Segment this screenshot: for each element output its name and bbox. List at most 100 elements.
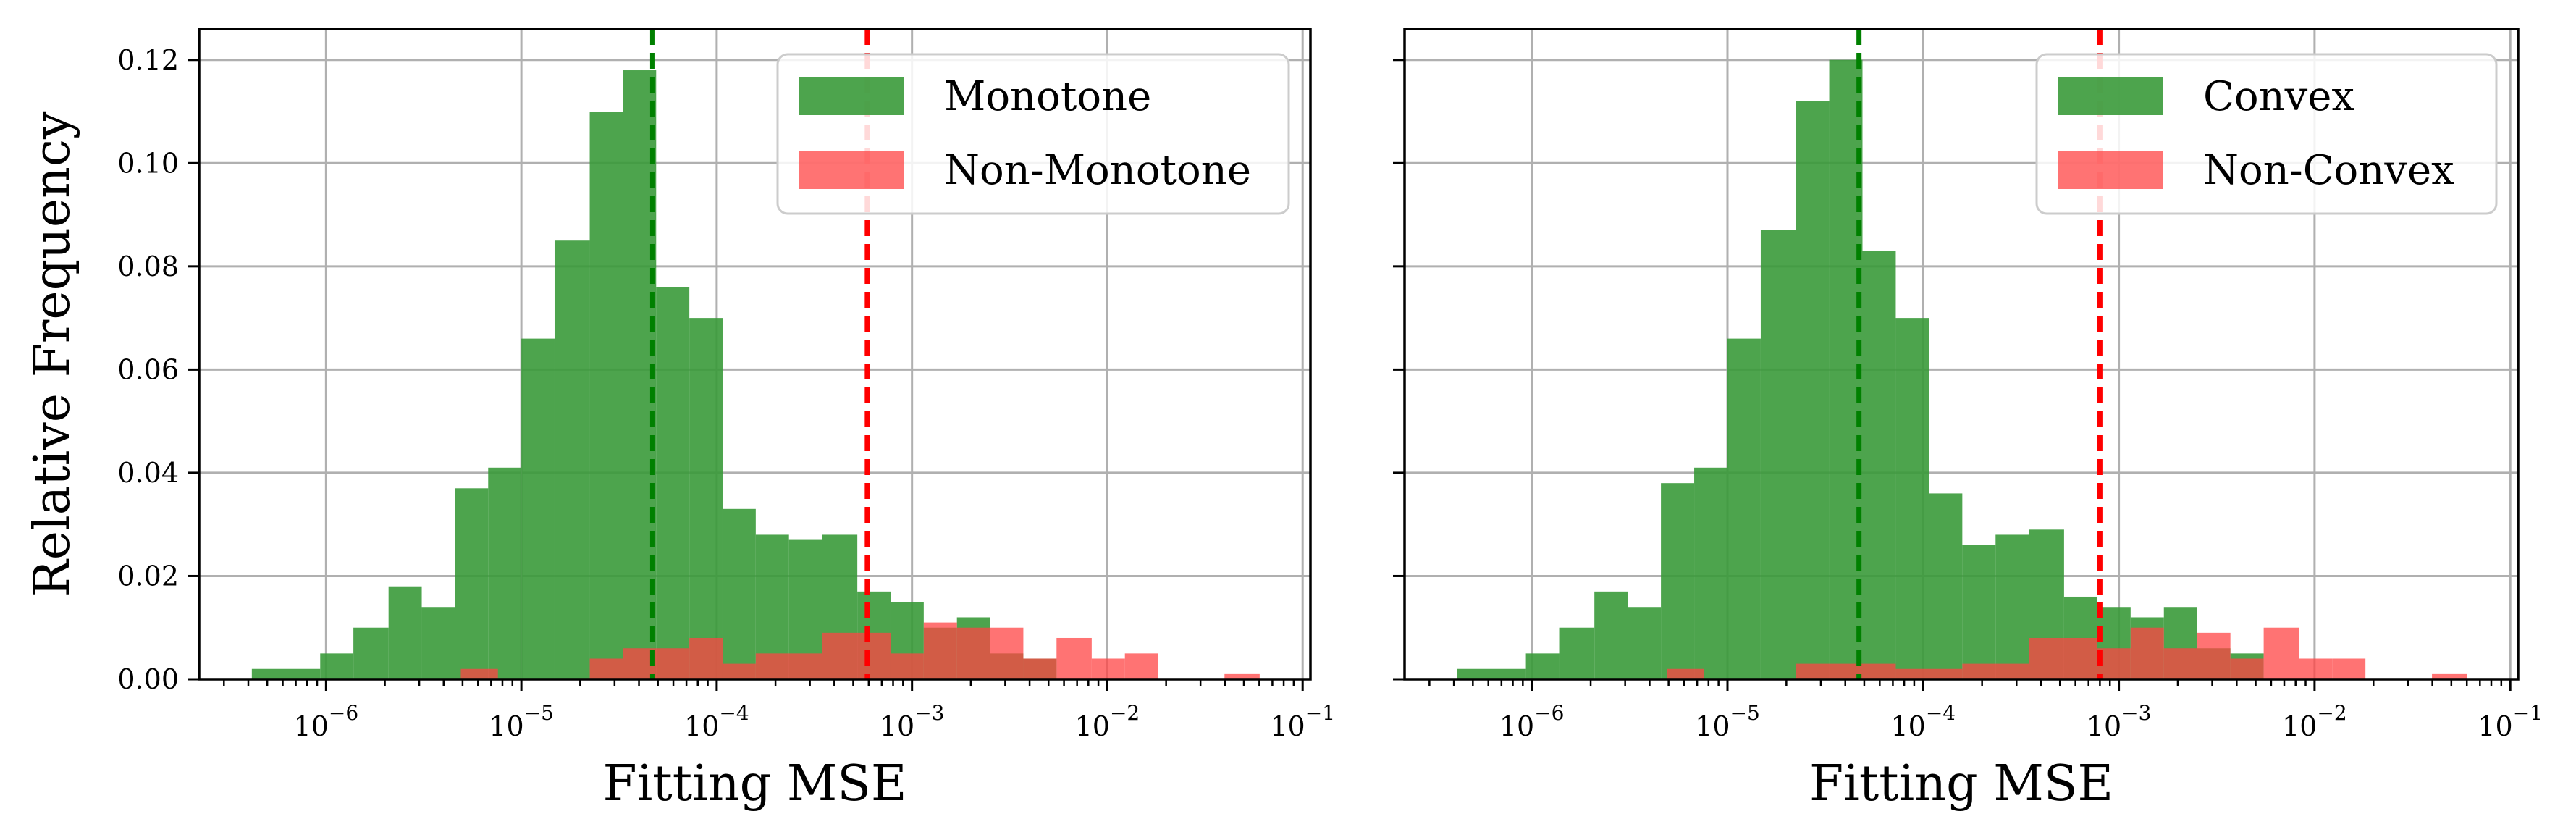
histogram-bar bbox=[589, 658, 623, 679]
y-tick-label: 0.04 bbox=[117, 457, 179, 489]
histogram-bar bbox=[722, 663, 756, 679]
x-tick-base: 10 bbox=[1499, 710, 1534, 742]
x-tick-label: 10−2 bbox=[1075, 701, 1140, 742]
histogram-bar bbox=[1224, 673, 1260, 679]
histogram-bar bbox=[2197, 632, 2231, 679]
histogram-bar bbox=[1995, 534, 2029, 679]
x-tick-base: 10 bbox=[489, 710, 523, 742]
histogram-bar bbox=[1694, 467, 1727, 679]
y-tick-label: 0.10 bbox=[117, 147, 179, 179]
x-tick-base: 10 bbox=[1075, 710, 1110, 742]
histogram-bar bbox=[1895, 668, 1963, 679]
histogram-bar bbox=[2332, 658, 2366, 679]
histogram-bar bbox=[1929, 493, 1963, 679]
x-tick-exponent: −4 bbox=[719, 701, 749, 725]
legend-swatch bbox=[799, 151, 904, 189]
histogram-bar bbox=[1727, 338, 1761, 679]
histogram-bar bbox=[388, 586, 422, 679]
x-tick-base: 10 bbox=[2478, 710, 2512, 742]
histogram-bar bbox=[2230, 658, 2264, 679]
y-tick-label: 0.02 bbox=[117, 560, 179, 592]
histogram-bar bbox=[722, 508, 756, 679]
x-tick-label: 10−6 bbox=[294, 701, 359, 742]
histogram-bar bbox=[1124, 653, 1158, 679]
x-tick-base: 10 bbox=[2087, 710, 2121, 742]
histogram-bar bbox=[2097, 648, 2131, 679]
histogram-bar bbox=[1661, 483, 1695, 679]
histogram-bar bbox=[2163, 648, 2197, 679]
histogram-bar bbox=[2029, 637, 2097, 679]
histogram-bar bbox=[1457, 668, 1526, 679]
x-tick-exponent: −5 bbox=[1730, 701, 1760, 725]
histogram-bar bbox=[1559, 627, 1595, 679]
legend-label: Convex bbox=[2203, 73, 2354, 120]
x-tick-exponent: −6 bbox=[1534, 701, 1564, 725]
y-axis-title: Relative Frequency bbox=[24, 111, 81, 597]
histogram-bar bbox=[460, 668, 498, 679]
histogram-bar bbox=[689, 637, 723, 679]
x-tick-base: 10 bbox=[684, 710, 719, 742]
histogram-bar bbox=[521, 338, 555, 679]
histogram-bar bbox=[1796, 663, 1863, 679]
histogram-bar bbox=[689, 318, 723, 679]
histogram-bar bbox=[2263, 627, 2299, 679]
histogram-bar bbox=[320, 653, 354, 679]
x-tick-label: 10−1 bbox=[2478, 701, 2543, 742]
histogram-bar bbox=[554, 240, 590, 679]
histogram-bar bbox=[923, 622, 957, 679]
histogram-bar bbox=[956, 627, 1024, 679]
x-tick-label: 10−3 bbox=[2087, 701, 2152, 742]
x-axis-title: Fitting MSE bbox=[1809, 755, 2113, 812]
histogram-bar bbox=[421, 607, 455, 679]
histogram-bar bbox=[589, 112, 623, 680]
histogram-bar bbox=[1862, 251, 1896, 679]
histogram-bar bbox=[822, 632, 891, 679]
legend-label: Non-Convex bbox=[2203, 147, 2454, 194]
x-tick-label: 10−1 bbox=[1270, 701, 1335, 742]
y-tick-label: 0.06 bbox=[117, 353, 179, 385]
x-tick-exponent: −2 bbox=[1110, 701, 1140, 725]
x-tick-exponent: −2 bbox=[2317, 701, 2346, 725]
histogram-bar bbox=[656, 287, 690, 679]
legend-swatch bbox=[2058, 77, 2163, 115]
histogram-bar bbox=[1796, 101, 1830, 679]
legend-swatch bbox=[799, 77, 904, 115]
legend-label: Monotone bbox=[944, 73, 1151, 120]
histogram-bar bbox=[623, 648, 690, 679]
histogram-bar bbox=[1023, 658, 1057, 679]
histogram-bar bbox=[890, 653, 924, 679]
x-tick-base: 10 bbox=[880, 710, 914, 742]
panel-monotone: 10−6 10−5 10−4 10−3 10−2 10−10.000.020.040.06… bbox=[24, 28, 1335, 812]
histogram-bar bbox=[2130, 627, 2164, 679]
histogram-bar bbox=[1862, 663, 1896, 679]
y-tick-label: 0.12 bbox=[117, 44, 179, 76]
axes-frame bbox=[198, 28, 1312, 681]
histogram-bar bbox=[455, 488, 489, 679]
y-tick-label: 0.08 bbox=[117, 251, 179, 282]
x-tick-base: 10 bbox=[1890, 710, 1925, 742]
histogram-bar bbox=[1962, 545, 1996, 679]
histogram-bar bbox=[1667, 668, 1704, 679]
x-tick-label: 10−4 bbox=[1890, 701, 1956, 742]
x-tick-label: 10−2 bbox=[2282, 701, 2347, 742]
legend-box bbox=[776, 53, 1290, 215]
x-tick-label: 10−3 bbox=[880, 701, 945, 742]
x-tick-exponent: −1 bbox=[2513, 701, 2543, 725]
x-tick-exponent: −5 bbox=[524, 701, 554, 725]
x-tick-base: 10 bbox=[1695, 710, 1730, 742]
x-axis-title: Fitting MSE bbox=[602, 755, 906, 812]
histogram-bar bbox=[2432, 673, 2467, 679]
x-tick-label: 10−5 bbox=[1695, 701, 1760, 742]
x-tick-label: 10−5 bbox=[489, 701, 554, 742]
histogram-bar bbox=[1962, 663, 2029, 679]
histogram-bar bbox=[353, 627, 389, 679]
x-tick-exponent: −1 bbox=[1305, 701, 1335, 725]
legend-swatch bbox=[2058, 151, 2163, 189]
x-tick-exponent: −3 bbox=[2121, 701, 2151, 725]
x-tick-exponent: −6 bbox=[329, 701, 358, 725]
x-tick-base: 10 bbox=[2282, 710, 2317, 742]
histogram-bar bbox=[251, 668, 321, 679]
histogram-bar bbox=[1628, 607, 1662, 679]
